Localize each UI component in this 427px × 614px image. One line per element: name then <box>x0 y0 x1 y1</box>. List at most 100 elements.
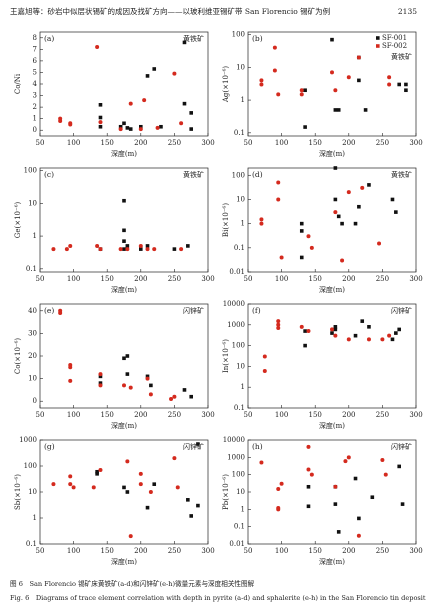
panel-label: (e) <box>44 306 54 315</box>
data-point <box>98 468 103 473</box>
plot-frame <box>39 303 209 409</box>
data-point <box>276 180 281 185</box>
data-point <box>128 127 133 131</box>
x-tick-label: 150 <box>309 139 322 147</box>
data-point <box>182 101 187 106</box>
data-point <box>390 337 395 342</box>
data-point <box>58 308 63 313</box>
panel-label: (a) <box>44 34 54 43</box>
data-point <box>357 78 361 83</box>
y-tick-label: 10 <box>28 375 37 383</box>
y-tick-label: 0.1 <box>26 540 37 548</box>
y-axis-label: Co(×10⁻⁶) <box>14 338 22 375</box>
data-point <box>333 88 338 93</box>
data-point <box>189 127 193 131</box>
data-point <box>122 239 126 243</box>
data-point <box>128 385 133 390</box>
data-point <box>330 327 334 332</box>
data-point <box>383 472 388 477</box>
data-point <box>169 396 174 401</box>
data-point <box>125 244 130 248</box>
data-point <box>175 485 180 490</box>
chart-panel: 0.01 0.1 1 10 100 1000 10000 50 100 150 200 250 300 深… <box>222 436 423 566</box>
y-tick-label: 8 <box>33 34 37 42</box>
data-point <box>68 121 73 126</box>
annotation: 闪锌矿 <box>183 306 204 315</box>
data-point <box>138 471 143 476</box>
data-point <box>179 121 184 126</box>
data-point <box>71 485 76 490</box>
chart-panel: 0.01 0.1 1 10 100 50 100 150 200 250 300 深度(m) Bi(×1… <box>222 166 423 294</box>
data-point <box>336 530 341 534</box>
data-point <box>196 442 200 446</box>
x-tick-label: 150 <box>309 547 322 555</box>
data-point <box>98 120 103 125</box>
data-point <box>98 374 103 379</box>
data-point <box>299 324 304 329</box>
data-point <box>397 82 401 87</box>
data-point <box>309 245 314 250</box>
chart-panel: 0.1 1 10 100 50 100 150 200 250 300 深度(m) Ge(×10⁻⁶)… <box>14 167 215 294</box>
data-point <box>309 472 314 477</box>
y-tick-label: 0 <box>33 126 37 134</box>
data-point <box>299 88 304 93</box>
data-point <box>330 70 334 75</box>
data-point <box>145 247 150 252</box>
annotation: 黄铁矿 <box>183 34 204 43</box>
data-point <box>357 516 361 521</box>
y-tick-label: 10 <box>236 195 245 203</box>
data-point <box>363 108 368 112</box>
data-point <box>125 490 130 494</box>
data-point <box>276 326 281 331</box>
data-point <box>138 243 143 248</box>
data-point <box>340 221 344 226</box>
data-point <box>333 197 338 202</box>
y-tick-label: 100 <box>24 167 37 175</box>
plot-frame <box>247 167 417 273</box>
data-point <box>303 329 307 333</box>
plot-frame <box>247 303 417 409</box>
y-tick-label: 1000 <box>227 321 245 329</box>
data-point <box>306 467 311 472</box>
data-point <box>330 37 334 42</box>
data-point <box>179 247 184 252</box>
data-point <box>68 378 73 383</box>
chart-panel: 0 10 20 30 40 50 100 150 200 250 300 深度(m) Co(×10⁻⁶)… <box>14 303 215 430</box>
x-tick-label: 100 <box>67 275 80 283</box>
x-tick-label: 200 <box>342 139 355 147</box>
data-point <box>259 221 264 226</box>
data-point <box>172 247 177 251</box>
data-point <box>333 333 338 338</box>
x-axis-label: 深度(m) <box>319 149 345 158</box>
data-point <box>145 376 150 381</box>
data-point <box>98 103 103 107</box>
panel-label: (f) <box>252 306 261 315</box>
y-tick-label: 30 <box>28 329 37 337</box>
data-point <box>370 495 375 500</box>
data-point <box>333 327 338 332</box>
data-point <box>259 217 264 222</box>
data-point <box>356 533 361 538</box>
data-point <box>172 394 177 399</box>
data-point <box>279 255 284 260</box>
data-point <box>149 383 153 388</box>
data-point <box>336 214 341 219</box>
plot-frame <box>247 31 417 137</box>
data-point <box>276 92 281 97</box>
y-tick-label: 3 <box>33 92 37 100</box>
x-tick-label: 200 <box>342 275 355 283</box>
legend-swatch <box>376 36 380 40</box>
data-point <box>380 458 385 463</box>
data-point <box>259 78 264 83</box>
y-tick-label: 6 <box>33 57 38 65</box>
data-point <box>145 74 150 78</box>
data-point <box>68 243 73 248</box>
x-tick-label: 150 <box>101 547 114 555</box>
data-point <box>98 372 103 377</box>
x-axis-label: 深度(m) <box>111 421 137 430</box>
data-point <box>276 505 281 510</box>
data-point <box>142 98 147 103</box>
data-point <box>91 485 96 490</box>
x-tick-label: 300 <box>201 275 214 283</box>
